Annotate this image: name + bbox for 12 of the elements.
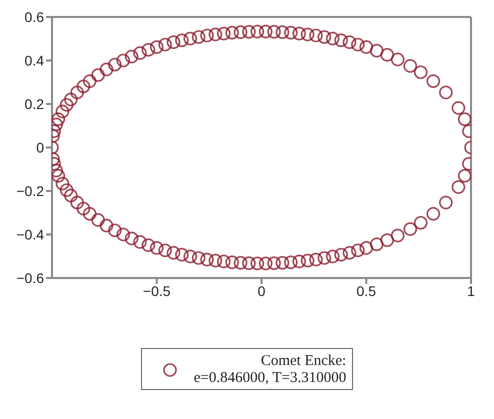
x-tick-label: −0.5	[142, 282, 171, 299]
y-tick-label: 0.4	[24, 52, 44, 68]
x-tick-label: 1	[467, 282, 476, 299]
y-tick-label: −0.4	[16, 226, 44, 242]
y-tick-label: 0.6	[24, 8, 44, 25]
text: Comet Encke: e=0.846000, T=3.310000	[194, 353, 346, 387]
y-tick-label: −0.6	[16, 270, 44, 286]
x-tick-label: 0.5	[356, 282, 376, 299]
x-tick-label: 0	[258, 282, 266, 299]
y-tick-label: 0	[36, 139, 44, 156]
y-tick-label: 0.2	[24, 96, 44, 112]
y-tick-label: −0.2	[16, 182, 44, 199]
